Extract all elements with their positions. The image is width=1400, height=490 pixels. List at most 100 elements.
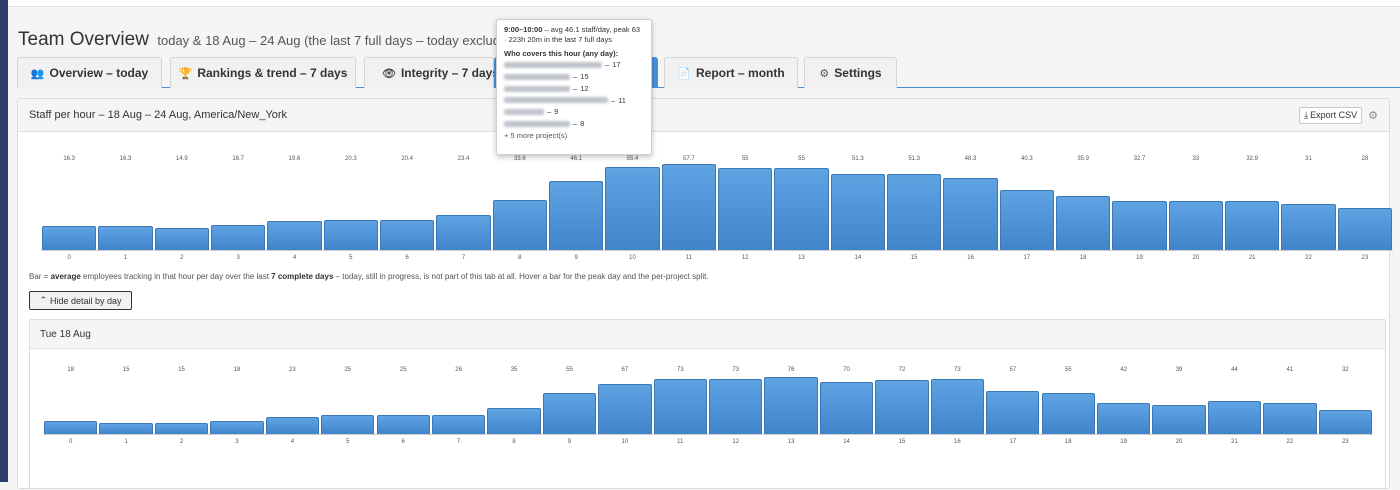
bar-value-label: 18: [233, 367, 241, 373]
chart-bar[interactable]: [598, 383, 652, 434]
chart-bar[interactable]: [930, 379, 985, 434]
tooltip-heading: 9:00–10:00 – avg 46.1 staff/day, peak 63…: [504, 25, 641, 44]
chart-bar[interactable]: [887, 173, 942, 250]
bar-value-label: 55: [741, 156, 749, 162]
chart-bar[interactable]: [1056, 196, 1111, 250]
chart-bar[interactable]: [819, 381, 874, 434]
tab-settings[interactable]: ⚙ Settings: [804, 57, 897, 88]
chart-bar[interactable]: [1041, 392, 1095, 434]
bar-value-label: 73: [676, 367, 684, 373]
document-icon: 📄: [677, 67, 692, 80]
hour-tick-label: 8: [518, 255, 522, 261]
chart-bar[interactable]: [487, 407, 541, 434]
bar-value-label: 46.1: [570, 156, 582, 162]
chart-bar[interactable]: [774, 168, 829, 250]
tab-label: Report – month: [696, 66, 785, 80]
hour-tick-label: 11: [685, 255, 692, 261]
chart-bar[interactable]: [42, 225, 97, 250]
chart-bar[interactable]: [154, 227, 209, 250]
chart-bar[interactable]: [265, 416, 320, 434]
chart-bar[interactable]: [875, 380, 929, 434]
export-csv-label: Export CSV: [1310, 110, 1358, 120]
chart-bar[interactable]: [1168, 200, 1223, 250]
hour-tick-label: 5: [349, 255, 353, 261]
bar-value-label: 55: [798, 156, 805, 162]
bar-value-label: 70: [843, 367, 850, 373]
chart-bar[interactable]: [99, 422, 153, 434]
bar-value-label: 51.3: [851, 156, 864, 162]
hour-tick-label: 1: [123, 255, 128, 261]
chart-bar[interactable]: [492, 199, 547, 250]
chart-bar[interactable]: [549, 181, 604, 250]
chart-bar[interactable]: [267, 220, 322, 250]
hour-tick-label: 16: [967, 255, 974, 261]
chart-bar[interactable]: [661, 164, 716, 250]
bar-value-label: 23.4: [457, 156, 470, 162]
chart-bar[interactable]: [718, 168, 773, 250]
chart-bar[interactable]: [98, 225, 153, 250]
chart-bar[interactable]: [1112, 201, 1167, 250]
bar-value-label: 23: [289, 367, 296, 373]
chart-bar[interactable]: [321, 415, 375, 434]
chart-bar[interactable]: [1225, 200, 1280, 250]
download-icon: ⤓: [1304, 109, 1309, 120]
chart-bar[interactable]: [709, 379, 763, 434]
hour-tick-label: 7: [456, 439, 461, 445]
chart-bar[interactable]: [605, 167, 660, 250]
chart-bar[interactable]: [1207, 401, 1262, 434]
chart-baseline: [43, 434, 1373, 435]
bar-value-label: 31: [1305, 156, 1312, 162]
tooltip-project-row: –9: [504, 107, 644, 117]
chart-bar[interactable]: [830, 173, 885, 250]
chart-bar[interactable]: [1318, 410, 1372, 434]
bar-value-label: 19.6: [288, 156, 301, 162]
tab-overview-today[interactable]: 👥 Overview – today: [17, 57, 162, 88]
chart-bar[interactable]: [44, 420, 98, 434]
chart-bar[interactable]: [764, 377, 818, 434]
export-csv-button[interactable]: ⤓ Export CSV: [1299, 106, 1363, 124]
chart-bar[interactable]: [376, 415, 430, 434]
chart-bar[interactable]: [436, 215, 491, 250]
hour-tick-label: 4: [290, 439, 295, 445]
chart-bar[interactable]: [653, 379, 707, 434]
gear-icon: ⚙: [819, 67, 830, 80]
hour-tick-label: 17: [1023, 255, 1031, 261]
chart-baseline: [41, 250, 1393, 251]
chart-bar[interactable]: [1263, 403, 1317, 434]
bar-value-label: 57.7: [682, 156, 695, 162]
chart-bar[interactable]: [999, 189, 1054, 250]
hour-tick-label: 1: [124, 439, 128, 445]
chart-note: Bar = average employees tracking in that…: [29, 272, 709, 281]
chart-bar[interactable]: [943, 178, 998, 250]
chart-bar[interactable]: [1096, 402, 1151, 434]
tab-report-month[interactable]: 📄 Report – month: [664, 57, 798, 88]
chart-bar[interactable]: [1281, 203, 1336, 250]
tooltip-project-row: –15: [504, 72, 644, 82]
day-staff-chart: 18 0 15 1 15 2 18 3 23 4 25 5 25 6 26 7 35 8 55 9 67 10 73 11 73…: [30, 320, 1387, 490]
chart-bar[interactable]: [380, 219, 435, 250]
bar-value-label: 39: [1175, 367, 1183, 373]
hour-tick-label: 2: [179, 439, 184, 445]
bar-value-label: 25: [344, 367, 352, 373]
hide-detail-button[interactable]: ⌃ Hide detail by day: [29, 291, 132, 310]
panel-settings-gear-icon[interactable]: ⚙: [1368, 109, 1378, 122]
chart-bar[interactable]: [986, 391, 1040, 434]
chart-bar[interactable]: [154, 422, 209, 434]
chart-bar[interactable]: [210, 420, 264, 434]
chart-bar[interactable]: [1337, 208, 1392, 250]
chart-bar[interactable]: [542, 392, 597, 434]
hour-tick-label: 4: [292, 255, 297, 261]
chart-bar[interactable]: [1152, 404, 1206, 434]
hour-tick-label: 18: [1064, 439, 1072, 445]
tooltip-more-projects: + 5 more project(s): [504, 130, 568, 140]
redacted-project-name: [504, 120, 570, 127]
chart-bar[interactable]: [211, 225, 266, 250]
tooltip-project-row: –12: [504, 84, 644, 94]
chart-bar[interactable]: [431, 414, 486, 434]
chart-bar[interactable]: [323, 219, 378, 250]
tab-integrity[interactable]: 👁 Integrity – 7 days: [364, 57, 499, 88]
tab-rankings-trend[interactable]: 🏆 Rankings & trend – 7 days: [170, 57, 356, 88]
bar-value-label: 25: [399, 367, 407, 373]
redacted-project-name: [504, 85, 570, 92]
hour-tick-label: 12: [732, 439, 740, 445]
